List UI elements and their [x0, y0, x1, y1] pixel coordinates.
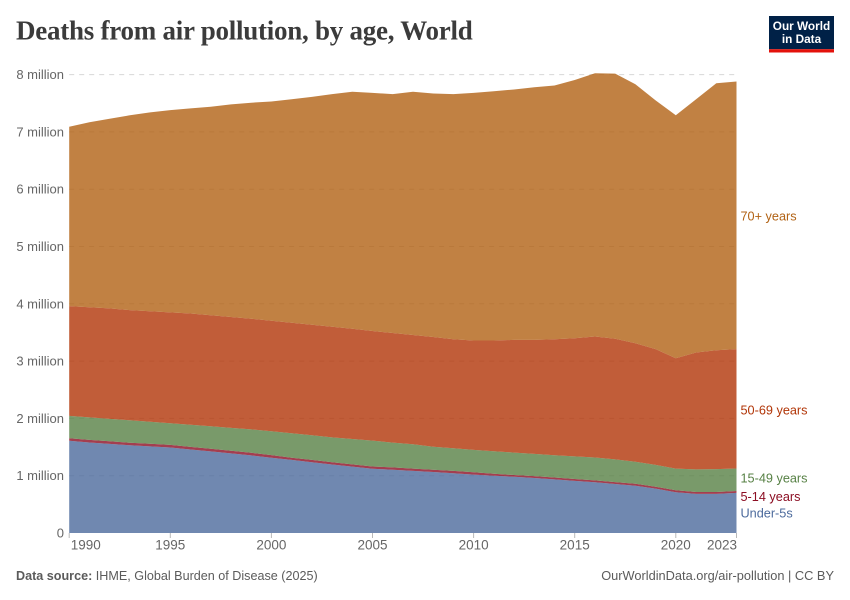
- svg-text:0: 0: [57, 526, 64, 541]
- svg-text:Data source: IHME, Global Burd: Data source: IHME, Global Burden of Dise…: [16, 569, 318, 583]
- svg-text:OurWorldinData.org/air-polluti: OurWorldinData.org/air-pollution | CC BY: [601, 568, 834, 583]
- svg-text:2015: 2015: [560, 538, 590, 553]
- svg-text:1 million: 1 million: [16, 468, 64, 483]
- svg-text:2005: 2005: [357, 538, 387, 553]
- svg-text:2020: 2020: [661, 538, 691, 553]
- svg-text:2023: 2023: [707, 538, 737, 553]
- svg-text:7 million: 7 million: [16, 124, 64, 139]
- svg-text:5 million: 5 million: [16, 239, 64, 254]
- svg-text:Deaths from air pollution, by: Deaths from air pollution, by age, World: [16, 16, 473, 46]
- svg-text:70+ years: 70+ years: [741, 210, 797, 224]
- svg-text:1995: 1995: [155, 538, 185, 553]
- svg-text:Our World: Our World: [773, 19, 830, 33]
- svg-text:2010: 2010: [459, 538, 489, 553]
- svg-text:6 million: 6 million: [16, 182, 64, 197]
- svg-text:2000: 2000: [256, 538, 286, 553]
- svg-text:1990: 1990: [71, 538, 101, 553]
- svg-text:5-14 years: 5-14 years: [741, 490, 801, 504]
- svg-text:3 million: 3 million: [16, 354, 64, 369]
- svg-text:8 million: 8 million: [16, 67, 64, 82]
- svg-text:15-49 years: 15-49 years: [741, 472, 808, 486]
- svg-text:in Data: in Data: [782, 32, 822, 46]
- svg-text:4 million: 4 million: [16, 296, 64, 311]
- svg-text:2 million: 2 million: [16, 411, 64, 426]
- svg-text:50-69 years: 50-69 years: [741, 404, 808, 418]
- svg-text:Under-5s: Under-5s: [741, 507, 793, 521]
